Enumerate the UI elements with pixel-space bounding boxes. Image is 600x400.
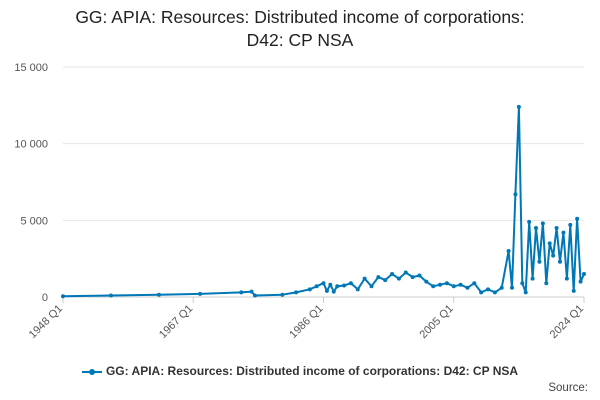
data-point[interactable] bbox=[537, 259, 542, 264]
data-point[interactable] bbox=[547, 241, 552, 246]
data-point[interactable] bbox=[335, 284, 340, 289]
data-point[interactable] bbox=[458, 282, 463, 287]
data-point[interactable] bbox=[513, 192, 518, 197]
data-point[interactable] bbox=[108, 293, 113, 298]
data-point[interactable] bbox=[383, 278, 388, 283]
data-point[interactable] bbox=[561, 230, 566, 235]
data-point[interactable] bbox=[376, 275, 381, 280]
data-point[interactable] bbox=[527, 219, 532, 224]
data-point[interactable] bbox=[324, 288, 329, 293]
data-point[interactable] bbox=[486, 287, 491, 292]
source-label: Source: bbox=[548, 382, 588, 394]
data-point[interactable] bbox=[156, 292, 161, 297]
data-point[interactable] bbox=[294, 290, 299, 295]
data-point[interactable] bbox=[564, 276, 569, 281]
data-point[interactable] bbox=[369, 284, 374, 289]
y-tick-label: 5 000 bbox=[20, 215, 48, 227]
data-point[interactable] bbox=[314, 284, 319, 289]
data-point[interactable] bbox=[479, 290, 484, 295]
x-tick-label: 1948 Q1 bbox=[27, 303, 65, 341]
data-point[interactable] bbox=[571, 288, 576, 293]
data-point[interactable] bbox=[582, 272, 586, 276]
data-point[interactable] bbox=[551, 253, 556, 258]
data-point[interactable] bbox=[348, 281, 353, 286]
data-point[interactable] bbox=[362, 276, 367, 281]
data-point[interactable] bbox=[451, 284, 456, 289]
data-point[interactable] bbox=[280, 292, 285, 297]
data-point[interactable] bbox=[568, 222, 573, 227]
y-tick-label: 10 000 bbox=[14, 139, 48, 151]
data-point[interactable] bbox=[575, 216, 580, 221]
data-point[interactable] bbox=[534, 226, 539, 230]
data-point[interactable] bbox=[331, 289, 336, 294]
data-point[interactable] bbox=[342, 283, 347, 288]
data-point[interactable] bbox=[417, 273, 422, 278]
data-point[interactable] bbox=[510, 285, 515, 290]
data-point[interactable] bbox=[239, 290, 244, 295]
chart-title: GG: APIA: Resources: Distributed income … bbox=[0, 6, 600, 52]
data-point[interactable] bbox=[554, 226, 559, 230]
x-tick-label: 1986 Q1 bbox=[287, 303, 325, 341]
data-point[interactable] bbox=[307, 287, 312, 292]
legend-swatch-icon bbox=[81, 367, 102, 377]
y-tick-label: 0 bbox=[42, 292, 48, 304]
data-point[interactable] bbox=[321, 281, 326, 286]
data-point[interactable] bbox=[249, 289, 254, 294]
data-point[interactable] bbox=[198, 291, 203, 296]
y-tick-label: 15 000 bbox=[14, 62, 48, 74]
data-point[interactable] bbox=[578, 279, 583, 284]
data-point[interactable] bbox=[396, 276, 401, 281]
data-point[interactable] bbox=[516, 104, 521, 109]
data-point[interactable] bbox=[444, 281, 449, 286]
data-point[interactable] bbox=[523, 290, 528, 295]
legend-label: GG: APIA: Resources: Distributed income … bbox=[105, 364, 519, 378]
data-point[interactable] bbox=[61, 294, 65, 299]
data-point[interactable] bbox=[403, 270, 408, 275]
data-point[interactable] bbox=[390, 272, 395, 276]
data-point[interactable] bbox=[544, 281, 549, 286]
series-line bbox=[62, 105, 585, 298]
data-point[interactable] bbox=[506, 249, 511, 253]
data-point[interactable] bbox=[520, 281, 525, 286]
data-point[interactable] bbox=[465, 285, 470, 290]
chart-title-line-2: D42: CP NSA bbox=[246, 30, 354, 50]
data-point[interactable] bbox=[431, 284, 436, 289]
data-point[interactable] bbox=[499, 285, 504, 290]
series-layer bbox=[61, 104, 586, 299]
x-tick-label: 2005 Q1 bbox=[418, 303, 456, 341]
chart-title-line-1: GG: APIA: Resources: Distributed income … bbox=[75, 7, 525, 27]
data-point[interactable] bbox=[530, 276, 535, 281]
data-point[interactable] bbox=[472, 281, 477, 286]
x-tick-label: 1967 Q1 bbox=[157, 303, 195, 341]
data-point[interactable] bbox=[328, 282, 333, 287]
data-point[interactable] bbox=[438, 282, 443, 287]
data-point[interactable] bbox=[252, 293, 257, 298]
legend[interactable]: GG: APIA: Resources: Distributed income … bbox=[0, 364, 600, 378]
x-tick-label: 2024 Q1 bbox=[548, 303, 586, 341]
data-point[interactable] bbox=[410, 275, 415, 280]
data-point[interactable] bbox=[558, 259, 563, 264]
data-point[interactable] bbox=[540, 221, 545, 226]
data-point[interactable] bbox=[492, 290, 497, 295]
data-point[interactable] bbox=[424, 279, 429, 284]
axis-layer: 0 5 000 10 000 15 000 1948 Q1 1967 Q1 1986 Q1 2… bbox=[14, 62, 586, 341]
data-point[interactable] bbox=[355, 287, 360, 292]
